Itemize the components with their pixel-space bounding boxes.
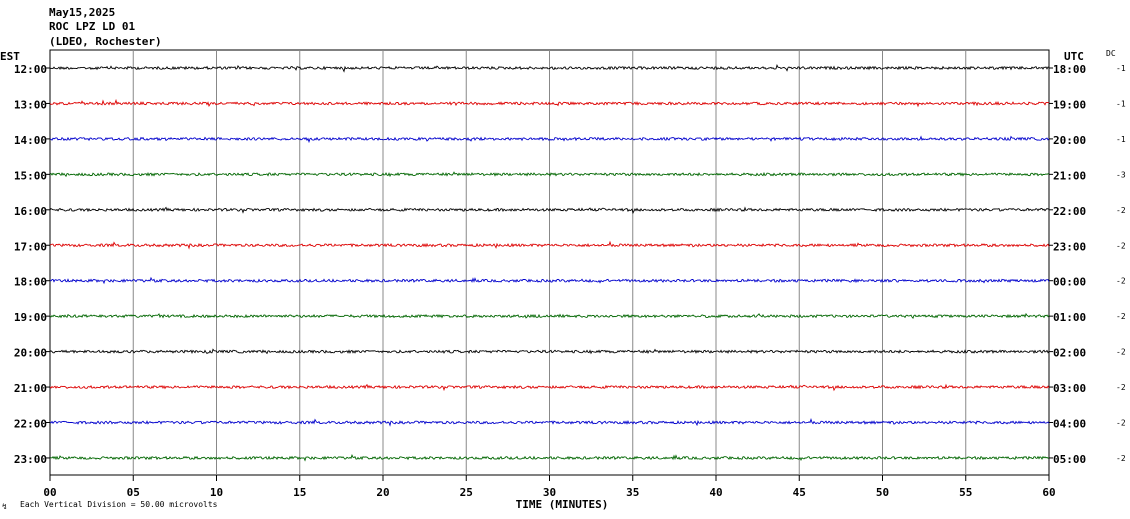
vertical-grid: [132, 50, 967, 475]
utc-hour-label: 03:00: [1053, 382, 1086, 395]
dc-offset-label: -2: [1116, 206, 1126, 215]
trace-line: [49, 98, 1050, 108]
trace-line: [49, 312, 1050, 319]
utc-hour-label: 19:00: [1053, 98, 1086, 111]
trace-line: [49, 454, 1050, 462]
est-hour-label: 19:00: [14, 311, 47, 324]
est-hour-label: 16:00: [14, 205, 47, 218]
dc-offset-label: -3: [1116, 170, 1126, 179]
est-hour-label: 17:00: [14, 240, 47, 253]
utc-hour-label: 23:00: [1053, 240, 1086, 253]
x-tick-label: 15: [293, 486, 306, 499]
scale-note: Each Vertical Division = 50.00 microvolt…: [20, 500, 218, 509]
seismic-traces: [49, 63, 1050, 462]
dc-title: DC: [1106, 49, 1116, 58]
dc-offset-label: -2: [1116, 277, 1126, 286]
utc-hour-label: 00:00: [1053, 276, 1086, 289]
trace-line: [49, 206, 1050, 215]
est-hour-label: 13:00: [14, 98, 47, 111]
dc-offset-label: -1: [1116, 99, 1126, 108]
trace-line: [49, 63, 1050, 73]
trace-line: [49, 417, 1050, 427]
est-hour-label: 18:00: [14, 276, 47, 289]
x-tick-label: 40: [709, 486, 722, 499]
station-label: ROC LPZ LD 01: [49, 20, 135, 33]
utc-hour-label: 01:00: [1053, 311, 1086, 324]
x-tick-label: 05: [127, 486, 140, 499]
trace-line: [49, 240, 1050, 250]
network-label: (LDEO, Rochester): [49, 35, 162, 48]
utc-axis-title: UTC: [1064, 50, 1084, 63]
date-label: May15,2025: [49, 6, 115, 19]
utc-hour-label: 05:00: [1053, 453, 1086, 466]
x-tick-label: 00: [43, 486, 56, 499]
trace-line: [49, 171, 1050, 178]
dc-offset-label: -2: [1116, 241, 1126, 250]
utc-hour-label: 02:00: [1053, 347, 1086, 360]
x-tick-label: 45: [793, 486, 806, 499]
est-hour-label: 15:00: [14, 169, 47, 182]
trace-line: [49, 276, 1050, 285]
x-tick-label: 30: [543, 486, 556, 499]
utc-hour-label: 22:00: [1053, 205, 1086, 218]
dc-offset-label: -2: [1116, 312, 1126, 321]
utc-hour-label: 18:00: [1053, 63, 1086, 76]
dc-offset-label: -1: [1116, 64, 1126, 73]
est-axis-title: EST: [0, 50, 20, 63]
x-tick-label: 55: [959, 486, 972, 499]
x-tick-label: 10: [210, 486, 223, 499]
scale-marker: ↯: [2, 502, 7, 511]
est-hour-label: 21:00: [14, 382, 47, 395]
est-hour-label: 12:00: [14, 63, 47, 76]
trace-line: [49, 383, 1050, 392]
dc-offset-label: -2: [1116, 419, 1126, 428]
est-hour-label: 23:00: [14, 453, 47, 466]
dc-offset-label: -2: [1116, 454, 1126, 463]
dc-offset-label: -2: [1116, 383, 1126, 392]
x-axis-title: TIME (MINUTES): [516, 498, 609, 511]
row-labels: 12:00 18:00 -1 13:00 19:00 -1 14:00 20:00 -1 15:0…: [14, 63, 1126, 466]
dc-offset-label: -1: [1116, 135, 1126, 144]
x-tick-label: 35: [626, 486, 639, 499]
utc-hour-label: 20:00: [1053, 134, 1086, 147]
x-tick-label: 50: [876, 486, 889, 499]
est-hour-label: 14:00: [14, 134, 47, 147]
trace-line: [49, 135, 1050, 144]
trace-line: [49, 348, 1050, 355]
est-hour-label: 20:00: [14, 347, 47, 360]
x-tick-label: 25: [460, 486, 473, 499]
x-tick-label: 20: [376, 486, 389, 499]
utc-hour-label: 21:00: [1053, 169, 1086, 182]
x-tick-label: 60: [1042, 486, 1055, 499]
x-axis-ticks: 00 05 10 15 20 25 30 35 40 45 50 55 60: [43, 475, 1056, 499]
utc-hour-label: 04:00: [1053, 418, 1086, 431]
dc-offset-label: -2: [1116, 348, 1126, 357]
est-hour-label: 22:00: [14, 418, 47, 431]
